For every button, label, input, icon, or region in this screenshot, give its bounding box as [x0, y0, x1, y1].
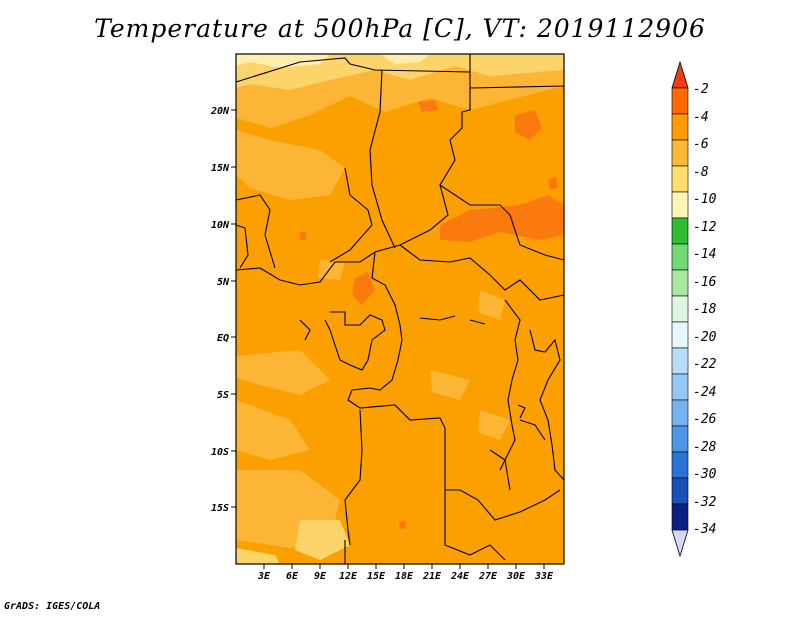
lon-label-3e: 3E [257, 571, 271, 582]
lon-label-18e: 18E [395, 571, 414, 582]
colorbar-swatch [671, 451, 689, 479]
colorbar-swatch [671, 243, 689, 271]
colorbar-swatch [671, 399, 689, 427]
colorbar-label: -6 [693, 137, 709, 152]
colorbar-label: -32 [693, 495, 717, 510]
colorbar-label: -4 [693, 110, 709, 125]
colorbar-label: -2 [693, 82, 709, 97]
lon-label-30e: 30E [506, 571, 526, 582]
map-frame [235, 53, 565, 565]
lon-label-27e: 27E [478, 571, 498, 582]
temperature-shading-warm [300, 100, 564, 529]
country-borders [235, 54, 565, 564]
colorbar: -2 -4 -6 -8 -10 -12 -14 -16 -18 -20 -22 … [671, 60, 717, 558]
temperature-shading-palest [236, 54, 430, 68]
colorbar-label: -30 [693, 467, 717, 482]
lon-label-9e: 9E [314, 571, 327, 582]
lon-label-12e: 12E [339, 571, 358, 582]
longitude-labels: 3E 6E 9E 12E 15E 18E 21E 24E 27E 30E 33E [257, 571, 554, 582]
lon-label-15e: 15E [367, 571, 386, 582]
colorbar-label: -10 [693, 192, 717, 207]
colorbar-swatch [671, 321, 689, 349]
lon-label-24e: 24E [450, 571, 470, 582]
colorbar-swatch [671, 295, 689, 323]
lat-label-15s: 15S [211, 503, 229, 514]
colorbar-swatch [671, 217, 689, 245]
colorbar-labels: -2 -4 -6 -8 -10 -12 -14 -16 -18 -20 -22 … [693, 82, 717, 537]
colorbar-swatch [671, 503, 689, 531]
colorbar-swatch [671, 139, 689, 167]
lon-label-33e: 33E [534, 571, 554, 582]
colorbar-top-arrow [671, 60, 689, 89]
lat-label-20n: 20N [210, 106, 230, 117]
colorbar-swatch [671, 191, 689, 219]
colorbar-swatch [671, 113, 689, 141]
colorbar-label: -16 [693, 275, 717, 290]
lon-label-6e: 6E [286, 571, 299, 582]
colorbar-label: -14 [693, 247, 716, 262]
colorbar-label: -26 [693, 412, 717, 427]
colorbar-swatch [671, 477, 689, 505]
colorbar-label: -22 [693, 357, 717, 372]
lat-label-5n: 5N [217, 277, 230, 288]
colorbar-label: -34 [693, 522, 716, 537]
grads-credit: GrADS: IGES/COLA [4, 601, 101, 612]
colorbar-swatch [671, 373, 689, 401]
lat-label-5s: 5S [217, 390, 229, 401]
colorbar-swatch [671, 269, 689, 297]
colorbar-swatch [671, 87, 689, 115]
colorbar-swatch [671, 347, 689, 375]
colorbar-label: -20 [693, 330, 717, 345]
lat-label-eq: EQ [217, 333, 229, 344]
colorbar-label: -8 [693, 165, 709, 180]
axis-tick-marks [231, 109, 545, 569]
lat-label-10s: 10S [211, 447, 229, 458]
colorbar-label: -12 [693, 220, 717, 235]
lat-label-15n: 15N [211, 163, 230, 174]
lat-label-10n: 10N [211, 220, 230, 231]
colorbar-label: -18 [693, 302, 717, 317]
map-title: Temperature at 500hPa [C], VT: 201911290… [94, 14, 706, 43]
latitude-labels: 20N 15N 10N 5N EQ 5S 10S 15S [210, 106, 230, 514]
lon-label-21e: 21E [422, 571, 442, 582]
colorbar-swatches [671, 87, 689, 531]
colorbar-label: -28 [693, 440, 717, 455]
colorbar-swatch [671, 425, 689, 453]
colorbar-label: -24 [693, 385, 716, 400]
colorbar-swatch [671, 165, 689, 193]
colorbar-bottom-arrow [671, 529, 689, 558]
